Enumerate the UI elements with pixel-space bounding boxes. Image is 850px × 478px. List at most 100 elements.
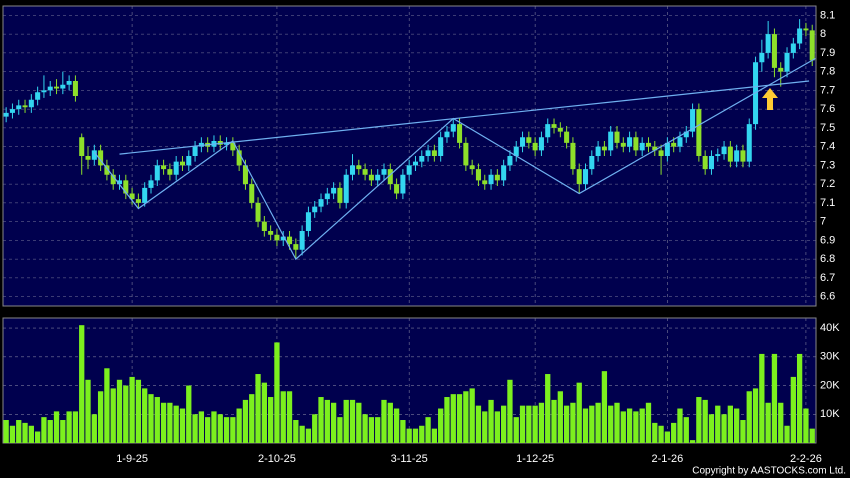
volume-bar (501, 405, 507, 443)
volume-bar (393, 408, 400, 443)
y-tick-label: 7.9 (820, 47, 835, 59)
y-tick-label: 6.6 (820, 291, 835, 303)
candle-body (135, 199, 141, 203)
x-tick-label: 2-10-25 (258, 453, 296, 465)
candle-body (564, 131, 570, 143)
candle-body (488, 174, 494, 185)
candle-body (104, 165, 110, 175)
volume-bar (104, 368, 110, 443)
candle-body (85, 156, 91, 160)
volume-bar (330, 402, 337, 443)
volume-bar (123, 385, 129, 443)
y-tick-label: 7.1 (820, 197, 835, 209)
volume-bar (375, 417, 381, 443)
candle-body (469, 165, 475, 170)
candle-body (746, 124, 752, 162)
volume-bar (677, 408, 683, 443)
volume-bar (513, 417, 519, 443)
x-tick-label: 2-1-26 (651, 453, 683, 465)
volume-tick-label: 30K (820, 351, 840, 363)
volume-bar (79, 325, 85, 443)
candle-body (368, 174, 374, 181)
volume-bar (463, 391, 469, 443)
volume-bar (809, 428, 815, 443)
y-tick-label: 7.5 (820, 122, 835, 134)
candle-body (9, 109, 15, 113)
volume-bar (261, 382, 267, 443)
candle-body (494, 174, 500, 181)
candle-body (318, 199, 324, 207)
x-tick-label: 2-2-26 (790, 453, 822, 465)
volume-bar (715, 405, 721, 443)
candle-body (538, 137, 544, 151)
candle-body (186, 156, 192, 166)
candle-body (255, 202, 261, 222)
x-tick-label: 3-11-25 (391, 453, 428, 465)
candle-body (721, 146, 727, 155)
candle-body (280, 236, 286, 241)
volume-bar (286, 391, 293, 443)
candle-body (425, 150, 431, 156)
volume-bar (129, 376, 135, 443)
volume-bar (267, 397, 274, 443)
volume-bar (324, 399, 330, 443)
volume-bar (236, 408, 242, 443)
volume-bar (645, 402, 652, 443)
volume-bar (614, 402, 620, 443)
candle-body (526, 137, 532, 143)
volume-tick-label: 10K (820, 408, 840, 420)
volume-bar (179, 408, 186, 443)
candle-body (475, 169, 481, 181)
candle-body (173, 161, 179, 175)
volume-bar (765, 402, 771, 443)
volume-bar (293, 420, 299, 443)
candle-body (582, 169, 589, 185)
candle-body (658, 150, 664, 156)
volume-bar (167, 402, 173, 443)
candle-body (627, 137, 633, 147)
candle-body (299, 231, 305, 250)
volume-bar (186, 385, 192, 443)
candle-body (324, 193, 330, 200)
volume-bar (343, 399, 349, 443)
candle-body (633, 137, 639, 151)
volume-tick-label: 20K (820, 379, 840, 391)
x-tick-label: 1-9-25 (116, 453, 148, 465)
candle-body (161, 165, 167, 170)
volume-bar (66, 411, 72, 443)
candle-body (532, 142, 538, 151)
volume-bar (639, 408, 645, 443)
volume-bar (482, 411, 488, 443)
y-tick-label: 7.6 (820, 103, 835, 115)
volume-bar (116, 379, 123, 443)
volume-bar (595, 402, 601, 443)
candle-body (545, 124, 551, 138)
candle-body (343, 174, 349, 203)
volume-bar (198, 411, 205, 443)
volume-bar (664, 431, 671, 443)
candle-body (438, 137, 444, 156)
candle-body (740, 150, 746, 162)
annotation-arrow (762, 88, 778, 110)
candle-body (60, 84, 66, 89)
trend-line (119, 80, 810, 155)
volume-bar (444, 397, 450, 443)
volume-bar (488, 399, 494, 443)
candle-body (154, 165, 160, 181)
candle-body (54, 86, 60, 89)
y-tick-label: 7.3 (820, 159, 835, 171)
volume-bar (211, 411, 217, 443)
volume-bar (173, 405, 179, 443)
volume-bar (217, 414, 223, 443)
volume-bar (494, 411, 500, 443)
candle-body (463, 142, 469, 166)
candle-body (198, 142, 204, 147)
candle-body (72, 81, 78, 96)
volume-bar (752, 388, 759, 443)
volume-bar (223, 417, 230, 443)
volume-bar (778, 402, 784, 443)
candle-body (708, 156, 714, 170)
candle-body (419, 156, 425, 162)
volume-bar (387, 402, 393, 443)
